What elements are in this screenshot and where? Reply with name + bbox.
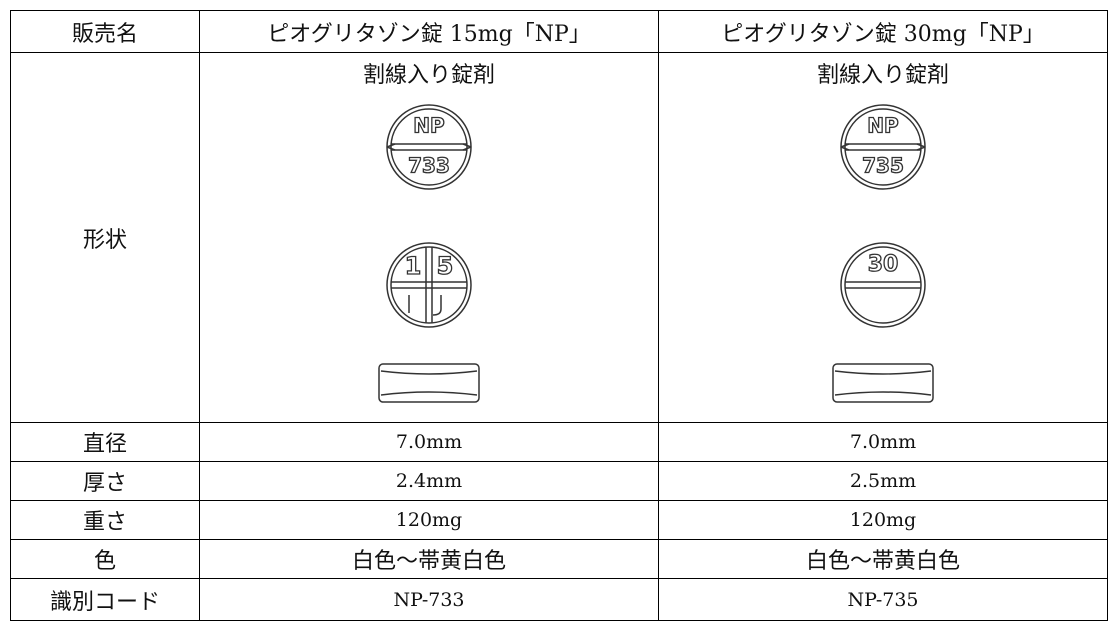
caption: 割線入り錠剤 <box>816 63 949 88</box>
pill-marking: NP <box>413 114 444 138</box>
pill-marking: 1 <box>405 252 422 280</box>
value-cell: 白色～帯黄白色 <box>199 539 659 579</box>
value-cell: NP-733 <box>199 578 659 621</box>
caption: 割線入り錠剤 <box>362 63 495 88</box>
pill-drawing: NP 735 30 <box>832 104 934 403</box>
pill-marking: 5 <box>437 252 454 280</box>
value-cell: 2.5mm <box>658 461 1108 501</box>
table: 販売名 ピオグリタゾン錠 15mg「NP」 ピオグリタゾン錠 30mg「NP」 … <box>10 10 1108 621</box>
value-cell: 7.0mm <box>199 422 659 462</box>
row-label: 重さ <box>10 500 200 540</box>
shape-cell: 割線入り錠剤 NP 733 1 5 <box>199 52 659 423</box>
row-label: 直径 <box>10 422 200 462</box>
value-cell: 7.0mm <box>658 422 1108 462</box>
header-cell: ピオグリタゾン錠 30mg「NP」 <box>658 10 1108 53</box>
pill-marking: NP <box>867 114 898 138</box>
value-cell: 2.4mm <box>199 461 659 501</box>
value-cell: 白色～帯黄白色 <box>658 539 1108 579</box>
header-cell: 販売名 <box>10 10 200 53</box>
row-label: 形状 <box>10 52 200 423</box>
pill-marking: 735 <box>862 154 904 178</box>
pill-marking: 30 <box>868 252 899 277</box>
pill-marking: 733 <box>408 154 450 178</box>
row-label: 厚さ <box>10 461 200 501</box>
shape-cell: 割線入り錠剤 NP 735 30 <box>658 52 1108 423</box>
value-cell: NP-735 <box>658 578 1108 621</box>
row-label: 色 <box>10 539 200 579</box>
row-label: 識別コード <box>10 578 200 621</box>
value-cell: 120mg <box>199 500 659 540</box>
value-cell: 120mg <box>658 500 1108 540</box>
pill-drawing: NP 733 1 5 <box>378 104 480 403</box>
header-cell: ピオグリタゾン錠 15mg「NP」 <box>199 10 659 53</box>
